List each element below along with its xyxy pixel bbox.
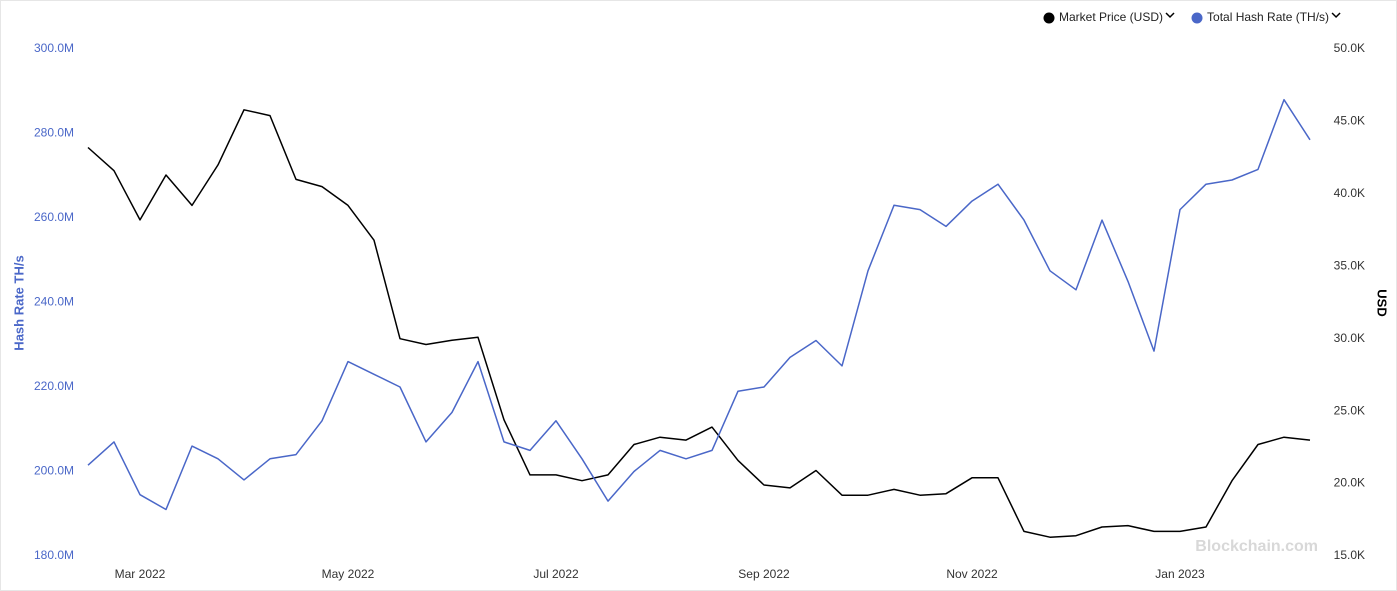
- y2-tick-label: 50.0K: [1334, 41, 1365, 55]
- y2-tick-label: 40.0K: [1334, 186, 1365, 200]
- y2-tick-label: 30.0K: [1334, 331, 1365, 345]
- y-axis-title: Hash Rate TH/s: [11, 255, 26, 350]
- y2-axis-title: USD: [1375, 289, 1390, 316]
- legend-marker: [1043, 12, 1055, 24]
- y-tick-label: 200.0M: [34, 464, 74, 478]
- x-tick-label: Jul 2022: [533, 567, 579, 581]
- legend-chevron: [1165, 12, 1175, 19]
- legend-chevron: [1331, 12, 1341, 19]
- legend-marker: [1191, 12, 1203, 24]
- x-tick-label: Sep 2022: [738, 567, 790, 581]
- y2-tick-label: 35.0K: [1334, 258, 1365, 272]
- y2-tick-label: 45.0K: [1334, 114, 1365, 128]
- legend-label[interactable]: Market Price (USD): [1059, 10, 1163, 24]
- series-line: [87, 109, 1311, 538]
- series-line: [87, 98, 1311, 511]
- y-tick-label: 220.0M: [34, 379, 74, 393]
- x-tick-label: May 2022: [322, 567, 375, 581]
- x-tick-label: Nov 2022: [946, 567, 998, 581]
- legend-label[interactable]: Total Hash Rate (TH/s): [1207, 10, 1329, 24]
- y-tick-label: 180.0M: [34, 548, 74, 562]
- watermark: Blockchain.com: [1195, 538, 1318, 555]
- x-tick-label: Mar 2022: [115, 567, 166, 581]
- y-tick-label: 300.0M: [34, 41, 74, 55]
- y-tick-label: 240.0M: [34, 295, 74, 309]
- y2-tick-label: 20.0K: [1334, 476, 1365, 490]
- y-tick-label: 280.0M: [34, 126, 74, 140]
- legend: Market Price (USD) Total Hash Rate (TH/s): [1043, 10, 1341, 24]
- y-tick-label: 260.0M: [34, 210, 74, 224]
- y2-tick-label: 25.0K: [1334, 403, 1365, 417]
- y2-tick-label: 15.0K: [1334, 548, 1365, 562]
- x-tick-label: Jan 2023: [1155, 567, 1205, 581]
